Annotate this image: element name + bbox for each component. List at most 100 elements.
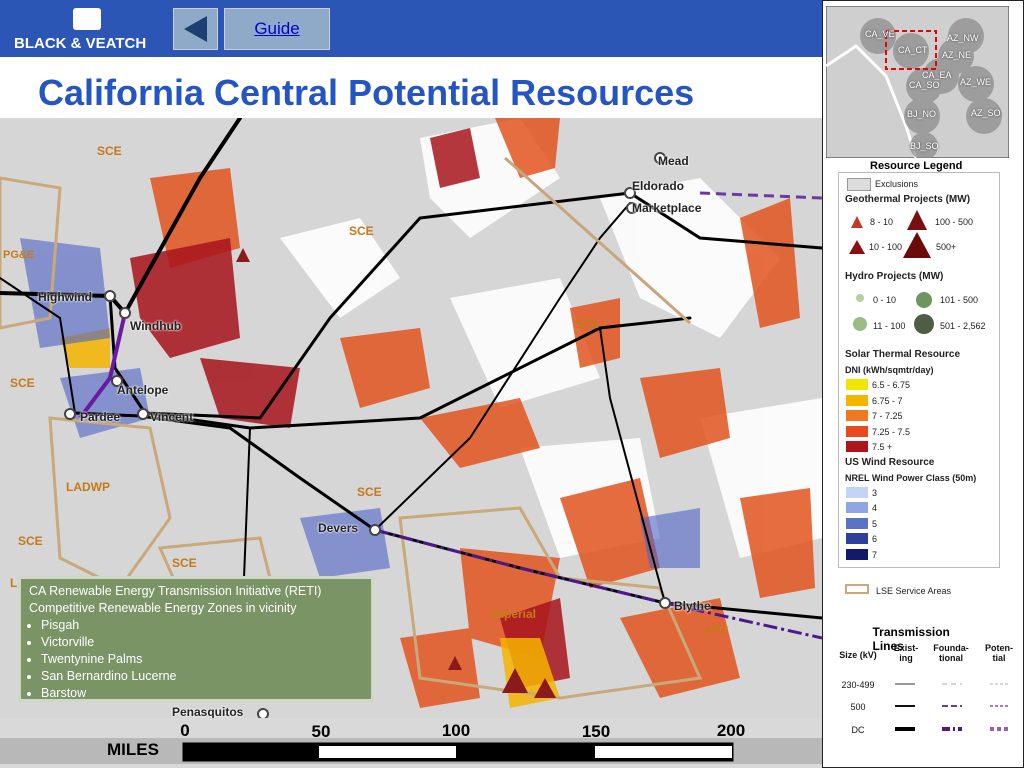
- table-row: DC: [851, 725, 865, 735]
- legend-item: 7.5 +: [872, 442, 893, 452]
- table-row: 500: [850, 702, 866, 712]
- area-label: SCE: [172, 556, 197, 570]
- zone-label: CA_EA: [922, 70, 952, 80]
- legend-item: 7: [872, 550, 878, 560]
- scale-tick: 100: [441, 721, 471, 740]
- scale-tick: 0: [180, 721, 190, 740]
- legend-item: 6.75 - 7: [872, 396, 903, 406]
- area-label: L: [10, 576, 18, 590]
- substation-label: Windhub: [130, 319, 182, 333]
- legend-item: 101 - 500: [940, 295, 979, 305]
- legend-item: 100 - 500: [935, 217, 974, 227]
- scale-unit: MILES: [107, 740, 159, 759]
- legend-item: 11 - 100: [873, 321, 906, 331]
- zone-label: AZ_NE: [942, 50, 972, 60]
- solar-swatch: [846, 395, 868, 406]
- zone-label: AZ_WE: [960, 77, 992, 87]
- substation-label: Eldorado: [632, 179, 685, 193]
- substation-label: Mead: [658, 154, 689, 168]
- substation-label: Highwind: [38, 290, 92, 304]
- info-list: Pisgah Victorville Twentynine Palms San …: [29, 617, 371, 702]
- line-symbols: [895, 683, 1010, 731]
- legend-heading: US Wind Resource: [845, 457, 935, 468]
- substation-label: Vincent: [150, 410, 194, 424]
- substation-label: Marketplace: [632, 201, 702, 215]
- info-subtitle: Competitive Renewable Energy Zones in vi…: [29, 601, 297, 615]
- legend-item: 6: [872, 534, 878, 544]
- info-item: Victorville: [41, 634, 371, 651]
- wind-swatch: [846, 549, 868, 560]
- inset-map: [826, 6, 1009, 158]
- guide-button[interactable]: Guide: [224, 8, 330, 50]
- legend-item: 10 - 100: [869, 242, 903, 252]
- zone-label: CA_CT: [898, 45, 928, 55]
- legend-item: 8 - 10: [870, 217, 894, 227]
- legend-item: 0 - 10: [873, 295, 897, 305]
- area-label: APS: [704, 623, 729, 637]
- legend-heading: Hydro Projects (MW): [845, 271, 944, 282]
- area-label: SCE: [97, 144, 122, 158]
- legend-heading: Geothermal Projects (MW): [845, 194, 971, 205]
- legend-heading: Solar Thermal Resource: [845, 349, 961, 360]
- wind-swatch: [846, 518, 868, 529]
- legend-item: Exclusions: [875, 179, 919, 189]
- title: California Central Potential Resources: [38, 72, 695, 113]
- zone-label: CA_VE: [865, 29, 895, 39]
- area-label: SCE: [10, 376, 35, 390]
- zone-label: CA_SO: [909, 80, 940, 90]
- logo-text: BLACK & VEATCH: [14, 35, 147, 52]
- area-label: Imperial: [490, 607, 537, 621]
- legend-item: 3: [872, 488, 878, 498]
- legend-item: 6.5 - 6.75: [872, 380, 911, 390]
- solar-swatch: [846, 426, 868, 437]
- scale-tick: 200: [716, 721, 746, 740]
- area-label: SCE: [18, 534, 43, 548]
- info-item: Barstow: [41, 685, 371, 702]
- legend-item: 501 - 2,562: [940, 321, 986, 331]
- back-arrow: [184, 16, 207, 42]
- area-label: SCE: [357, 485, 382, 499]
- info-box: CA Renewable Energy Transmission Initiat…: [18, 576, 374, 702]
- zone-label: AZ_SO: [971, 108, 1001, 118]
- wind-swatch: [846, 533, 868, 544]
- area-label: LADWP: [66, 480, 110, 494]
- legend-box: [838, 172, 1000, 568]
- substation-label: Antelope: [117, 383, 169, 397]
- info-item: Pisgah: [41, 617, 371, 634]
- back-button[interactable]: [173, 8, 218, 50]
- substation-label: Blythe: [674, 599, 711, 613]
- legend-item: 4: [872, 503, 878, 513]
- legend-item: 7.25 - 7.5: [872, 427, 911, 437]
- logo-icon: [73, 8, 101, 30]
- table-row: 230-499: [841, 680, 875, 690]
- exclusion-swatch: [847, 178, 871, 191]
- header-bar: [0, 0, 822, 57]
- solar-swatch: [846, 379, 868, 390]
- substation-label: Penasquitos: [172, 705, 244, 719]
- geothermal-symbols: [849, 210, 931, 258]
- table-header: Poten- tial: [985, 643, 1013, 663]
- area-label: SCE: [349, 224, 374, 238]
- hydro-symbols: [853, 292, 934, 334]
- substation-label: Pardee: [80, 410, 121, 424]
- zone-label: BJ_NO: [907, 109, 937, 119]
- area-label: PG&E: [3, 249, 35, 261]
- legend-subheading: DNI (kWh/sqmtr/day): [845, 365, 934, 375]
- area-label: SCE: [574, 317, 599, 331]
- info-item: San Bernardino Lucerne: [41, 668, 371, 685]
- scale-tick: 150: [581, 722, 611, 741]
- info-title: CA Renewable Energy Transmission Initiat…: [29, 584, 322, 598]
- zone-label: AZ_NW: [947, 33, 979, 43]
- scale-tick: 50: [311, 722, 331, 741]
- table-header: Size (kV): [839, 650, 877, 660]
- legend-item: 7 - 7.25: [872, 411, 903, 421]
- lse-swatch: [845, 584, 869, 594]
- legend-subheading: NREL Wind Power Class (50m): [845, 473, 977, 483]
- info-item: Twentynine Palms: [41, 651, 371, 668]
- legend-item: 5: [872, 519, 878, 529]
- legend-item: LSE Service Areas: [876, 586, 952, 596]
- map: [0, 118, 822, 718]
- substation-label: Devers: [318, 521, 359, 535]
- solar-swatch: [846, 410, 868, 421]
